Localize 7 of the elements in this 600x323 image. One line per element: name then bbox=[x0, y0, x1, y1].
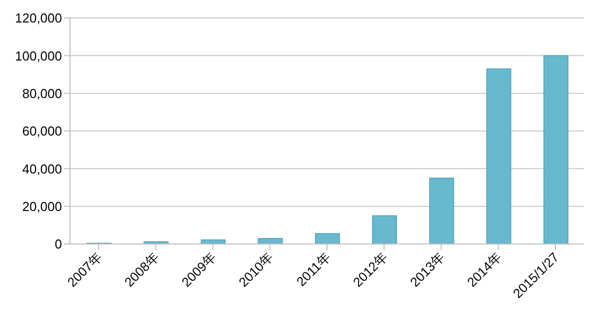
y-tick-label: 80,000 bbox=[22, 86, 62, 101]
y-tick-label: 40,000 bbox=[22, 161, 62, 176]
y-tick-label: 20,000 bbox=[22, 198, 62, 214]
y-tick-label: 0 bbox=[54, 236, 62, 252]
y-tick-label: 120,000 bbox=[15, 10, 62, 26]
y-tick-label: 100,000 bbox=[15, 48, 62, 64]
y-tick-label: 60,000 bbox=[22, 124, 62, 139]
